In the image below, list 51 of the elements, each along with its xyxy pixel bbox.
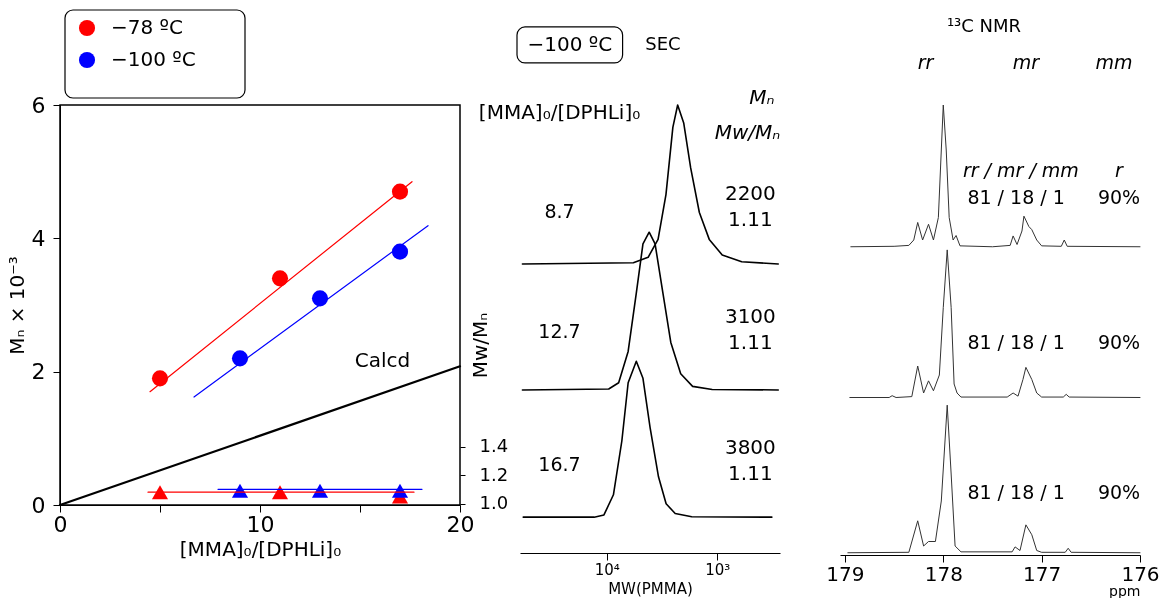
y-tick-label: 6 [31,92,46,118]
text: rr [917,51,935,74]
x-tick-label: 178 [924,561,963,586]
series-label: 16.7 [538,453,581,476]
x-tick-label: 10⁴ [594,560,620,579]
annotation: rr / mr / mm [962,159,1079,182]
y2-tick-label: 1.0 [479,492,509,514]
annotation: 90% [1097,186,1141,209]
chart-title: ¹³C NMR [946,15,1022,37]
text: mr [1012,51,1041,74]
annotation: 1.11 [728,329,773,354]
annotation: 3800 [724,435,776,460]
point [311,290,329,307]
annotation: 81 / 18 / 1 [967,331,1065,354]
annotation: 3100 [724,303,776,328]
legend-label: −78 ºC [111,15,183,39]
x-tick-label: 20 [446,511,475,537]
annotation: Mₙ [749,84,775,109]
annotation: 2200 [724,181,776,206]
x-tick-label: 10³ [705,560,731,579]
chart-title: SEC [645,32,681,54]
y-tick-label: 0 [31,492,46,518]
annotation: r [1115,159,1125,182]
text: −100 ºC [527,31,613,56]
annotation: Mw/Mₙ [714,120,781,144]
annotation: [MMA]₀/[DPHLi]₀ [478,100,641,125]
y2-axis-title: Mw/Mₙ [467,312,492,379]
x-axis-title: MW(PMMA) [608,579,693,598]
point [151,370,169,387]
text: 12.7 [538,320,581,343]
x-axis-title: [MMA]₀/[DPHLi]₀ [179,536,342,561]
y2-tick-label: 1.2 [479,463,509,485]
x-tick-label: 177 [1023,561,1062,586]
annotation: 90% [1097,480,1141,503]
annotation: 1.11 [728,207,773,232]
x-tick-label: 0 [53,511,68,537]
text: mm [1095,51,1133,74]
y-axis-title: Mₙ × 10⁻³ [4,256,29,355]
x-tick-label: 10 [246,511,275,537]
point [271,270,289,287]
x-tick-label: 179 [826,561,865,586]
y2-tick-label: 1.4 [479,435,509,457]
annotation: 90% [1097,331,1141,354]
legend-label: −100 ºC [111,47,196,71]
y-tick-label: 4 [31,225,46,251]
text: 8.7 [544,200,575,223]
annotation: 81 / 18 / 1 [967,186,1065,209]
series-label: Calcd [354,347,411,372]
y-tick-label: 2 [31,359,46,385]
annotation: 81 / 18 / 1 [967,480,1065,503]
annotation: 1.11 [728,461,773,486]
